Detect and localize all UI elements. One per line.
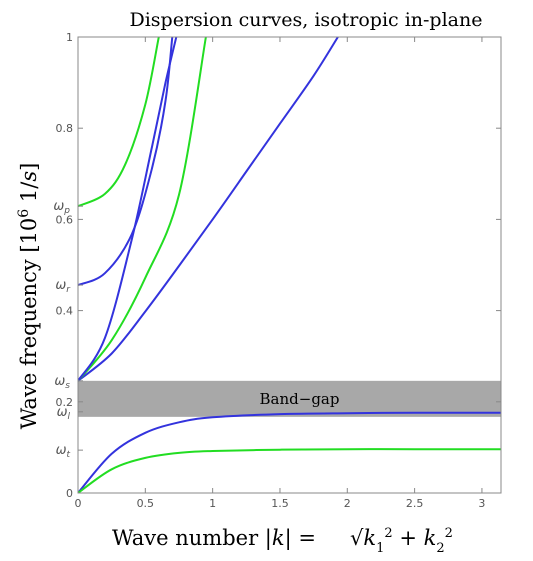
y-symbol-tick-label: ωs	[54, 374, 70, 391]
y-tick-label: 0	[66, 487, 73, 500]
x-axis-label-text: Wave number	[112, 526, 259, 550]
series-line-6	[78, 37, 172, 285]
y-symbol-tick-label: ωp	[53, 199, 70, 216]
series-line-1	[78, 413, 501, 493]
y-symbol-tick-label: ωr	[55, 278, 71, 295]
x-tick-label: 2	[344, 497, 351, 510]
x-tick-label: 0	[75, 497, 82, 510]
chart-title: Dispersion curves, isotropic in-plane	[130, 9, 483, 31]
x-tick-label: 3	[478, 497, 485, 510]
band-gap-label: Band−gap	[260, 390, 340, 408]
x-tick-label: 1	[209, 497, 216, 510]
series-line-3	[78, 37, 338, 381]
y-tick-label: 0.4	[56, 305, 74, 318]
x-tick-label: 0.5	[137, 497, 155, 510]
x-tick-label: 1.5	[271, 497, 289, 510]
x-tick-label: 2.5	[406, 497, 424, 510]
y-symbol-tick-subscript: s	[65, 381, 70, 391]
series-line-2	[78, 449, 501, 493]
plot-frame	[78, 37, 501, 493]
y-axis-label: Wave frequency [106 1/s]	[16, 163, 41, 430]
y-axis-label-text: Wave frequency	[17, 259, 41, 429]
y-symbol-tick-subscript: r	[66, 285, 71, 295]
y-tick-label: 1	[66, 31, 73, 44]
y-symbol-tick-subscript: l	[67, 412, 70, 422]
x-axis-formula: √k12 + k22	[350, 526, 453, 556]
y-tick-label: 0.8	[56, 122, 74, 135]
y-symbol-tick-subscript: t	[66, 450, 70, 460]
svg-text:Wave frequency [106 1/s]: Wave frequency [106 1/s]	[16, 163, 41, 430]
series-line-7	[78, 37, 159, 206]
y-symbol-tick-label: ωt	[56, 443, 71, 460]
x-axis-label: Wave number |k| = √k12 + k22	[112, 526, 453, 556]
svg-text:Wave number |k| =: Wave number |k| =	[112, 526, 316, 551]
series-line-4	[78, 37, 206, 381]
series-line-5	[78, 37, 176, 381]
y-symbol-tick-subscript: p	[63, 206, 70, 216]
